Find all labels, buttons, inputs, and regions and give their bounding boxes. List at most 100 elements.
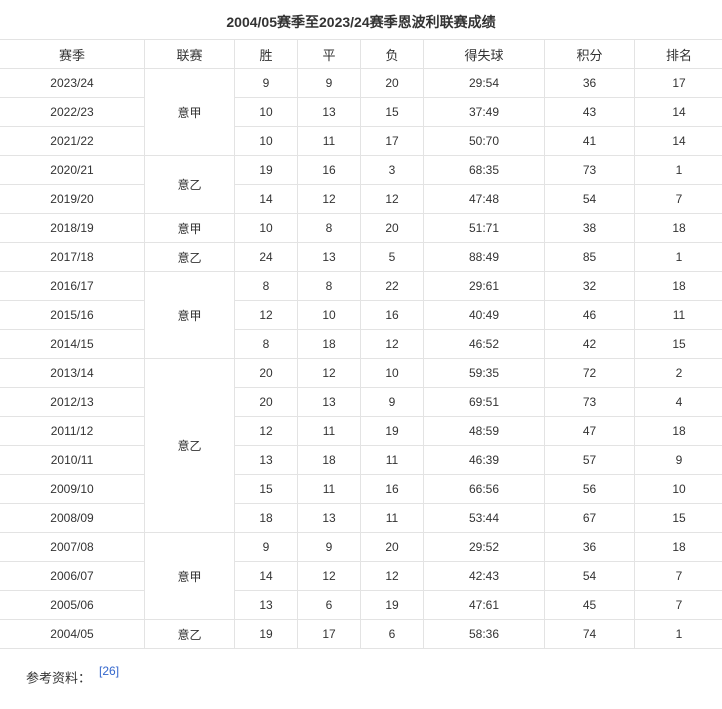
cell-wins: 13 [234, 590, 298, 620]
cell-points: 72 [544, 358, 635, 388]
cell-draws: 12 [297, 561, 361, 591]
table-row: 2016/17 意甲 8 8 22 29:61 32 18 [0, 271, 722, 359]
cell-wins: 12 [234, 300, 298, 330]
cell-wins: 8 [234, 329, 298, 359]
reference-link[interactable]: [26] [99, 664, 120, 678]
cell-goals: 40:49 [423, 300, 545, 330]
table-row: 2005/06 13 6 19 47:61 45 7 [0, 590, 722, 620]
cell-season: 2012/13 [0, 387, 145, 417]
cell-wins: 20 [234, 387, 298, 417]
cell-rank: 1 [634, 155, 722, 185]
cell-season: 2007/08 [0, 532, 145, 562]
cell-draws: 11 [297, 474, 361, 504]
cell-points: 54 [544, 561, 635, 591]
cell-points: 56 [544, 474, 635, 504]
cell-losses: 19 [360, 416, 424, 446]
cell-rank: 1 [634, 619, 722, 649]
cell-league: 意乙 [144, 242, 235, 272]
cell-goals: 59:35 [423, 358, 545, 388]
cell-goals: 37:49 [423, 97, 545, 127]
cell-points: 57 [544, 445, 635, 475]
cell-draws: 9 [297, 532, 361, 562]
table-row: 2012/13 20 13 9 69:51 73 4 [0, 387, 722, 417]
table-row: 2020/21 意乙 19 16 3 68:35 73 1 [0, 155, 722, 214]
cell-points: 74 [544, 619, 635, 649]
cell-season: 2006/07 [0, 561, 145, 591]
cell-wins: 10 [234, 213, 298, 243]
cell-goals: 88:49 [423, 242, 545, 272]
cell-draws: 13 [297, 503, 361, 533]
cell-season: 2014/15 [0, 329, 145, 359]
cell-draws: 18 [297, 445, 361, 475]
header-season: 赛季 [0, 39, 145, 69]
table-row: 2018/19 意甲 10 8 20 51:71 38 18 [0, 213, 722, 243]
header-draws: 平 [297, 39, 361, 69]
cell-season: 2004/05 [0, 619, 145, 649]
cell-losses: 6 [360, 619, 424, 649]
cell-points: 73 [544, 155, 635, 185]
cell-losses: 20 [360, 213, 424, 243]
cell-losses: 12 [360, 184, 424, 214]
table-row: 2008/09 18 13 11 53:44 67 15 [0, 503, 722, 533]
cell-rank: 7 [634, 590, 722, 620]
header-league: 联赛 [144, 39, 235, 69]
cell-draws: 8 [297, 271, 361, 301]
cell-league: 意乙 [144, 358, 235, 533]
cell-season: 2021/22 [0, 126, 145, 156]
cell-losses: 22 [360, 271, 424, 301]
cell-season: 2017/18 [0, 242, 145, 272]
cell-goals: 48:59 [423, 416, 545, 446]
cell-goals: 66:56 [423, 474, 545, 504]
cell-goals: 68:35 [423, 155, 545, 185]
cell-draws: 8 [297, 213, 361, 243]
cell-draws: 12 [297, 184, 361, 214]
cell-draws: 18 [297, 329, 361, 359]
cell-draws: 11 [297, 416, 361, 446]
cell-losses: 16 [360, 474, 424, 504]
cell-losses: 3 [360, 155, 424, 185]
cell-goals: 53:44 [423, 503, 545, 533]
table-row: 2009/10 15 11 16 66:56 56 10 [0, 474, 722, 504]
cell-season: 2011/12 [0, 416, 145, 446]
cell-goals: 29:61 [423, 271, 545, 301]
cell-wins: 13 [234, 445, 298, 475]
cell-rank: 15 [634, 503, 722, 533]
cell-rank: 18 [634, 271, 722, 301]
table-row: 2022/23 10 13 15 37:49 43 14 [0, 97, 722, 127]
cell-wins: 9 [234, 532, 298, 562]
cell-rank: 7 [634, 561, 722, 591]
cell-goals: 29:52 [423, 532, 545, 562]
cell-rank: 11 [634, 300, 722, 330]
cell-rank: 14 [634, 126, 722, 156]
cell-points: 54 [544, 184, 635, 214]
cell-season: 2008/09 [0, 503, 145, 533]
cell-draws: 13 [297, 387, 361, 417]
header-row: 赛季 联赛 胜 平 负 得失球 积分 排名 [0, 39, 722, 69]
cell-draws: 10 [297, 300, 361, 330]
cell-rank: 18 [634, 416, 722, 446]
cell-draws: 9 [297, 68, 361, 98]
cell-goals: 47:61 [423, 590, 545, 620]
cell-goals: 50:70 [423, 126, 545, 156]
table-row: 2021/22 10 11 17 50:70 41 14 [0, 126, 722, 156]
cell-rank: 10 [634, 474, 722, 504]
cell-league: 意乙 [144, 619, 235, 649]
cell-points: 41 [544, 126, 635, 156]
cell-season: 2013/14 [0, 358, 145, 388]
cell-points: 67 [544, 503, 635, 533]
cell-season: 2005/06 [0, 590, 145, 620]
cell-losses: 15 [360, 97, 424, 127]
header-wins: 胜 [234, 39, 298, 69]
cell-draws: 13 [297, 242, 361, 272]
results-table: 赛季 联赛 胜 平 负 得失球 积分 排名 2023/24 意甲 9 9 20 29:54… [0, 39, 722, 649]
table-row: 2014/15 8 18 12 46:52 42 15 [0, 329, 722, 359]
cell-wins: 24 [234, 242, 298, 272]
cell-draws: 13 [297, 97, 361, 127]
cell-wins: 15 [234, 474, 298, 504]
cell-goals: 51:71 [423, 213, 545, 243]
cell-wins: 10 [234, 97, 298, 127]
cell-season: 2016/17 [0, 271, 145, 301]
cell-draws: 6 [297, 590, 361, 620]
cell-rank: 17 [634, 68, 722, 98]
cell-rank: 4 [634, 387, 722, 417]
